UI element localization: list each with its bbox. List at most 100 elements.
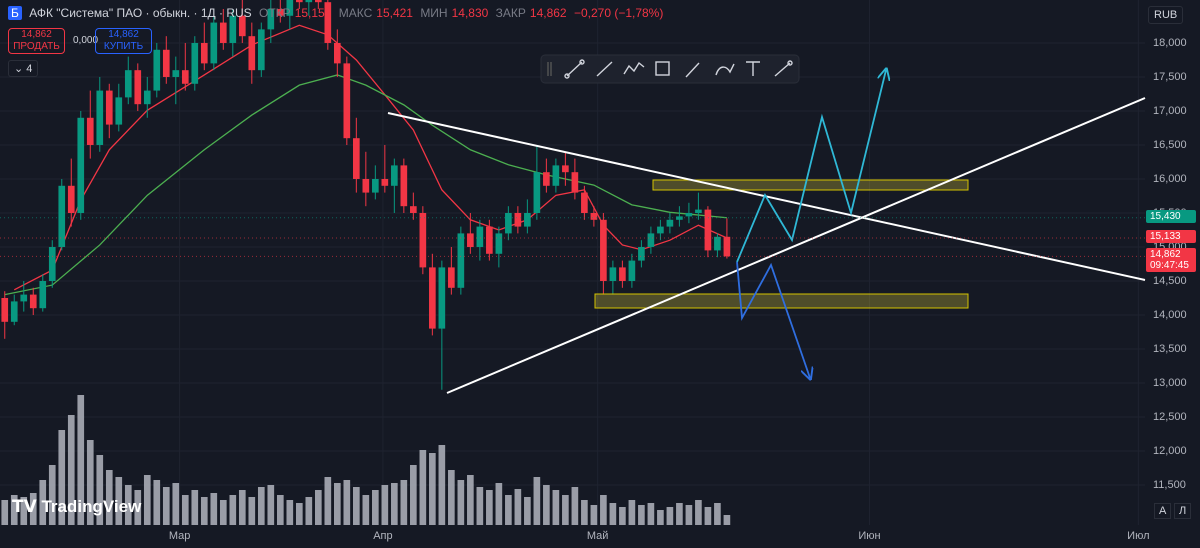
logo: 𝗧𝗩 TradingView — [12, 497, 142, 516]
tool-measure[interactable] — [774, 62, 791, 77]
ohlc-label: ЗАКР — [495, 6, 526, 20]
candle-body — [143, 90, 151, 105]
buy-label: КУПИТЬ — [103, 41, 144, 52]
candle-body — [219, 22, 227, 43]
candle-body — [590, 212, 598, 220]
volume-bar — [105, 470, 113, 525]
volume-bar — [543, 485, 550, 525]
candle-body — [695, 209, 702, 213]
buy-price: 14,862 — [108, 29, 139, 40]
volume-bar — [134, 490, 142, 525]
volume-bar — [77, 395, 85, 525]
volume-bar — [372, 490, 379, 525]
candle-body — [400, 165, 408, 207]
volume-bar — [86, 440, 94, 525]
candle-body — [86, 117, 94, 145]
volume-bar — [48, 465, 56, 525]
x-tick-label: Май — [587, 530, 609, 542]
candle-body — [134, 70, 142, 105]
volume-bar — [20, 497, 28, 525]
volume-bar — [524, 497, 531, 525]
volume-bar — [1, 500, 9, 525]
candle-body — [685, 212, 693, 217]
candle-body — [172, 70, 180, 77]
candle-body — [58, 185, 66, 247]
y-tick-label: 13,000 — [1153, 377, 1187, 389]
candle-body — [238, 15, 246, 37]
bear-path[interactable] — [736, 261, 810, 378]
candle-body — [353, 138, 360, 179]
candle-body — [609, 267, 617, 281]
candle-body — [343, 63, 351, 139]
volume-bar — [162, 487, 170, 525]
volume-bar — [124, 485, 132, 525]
sell-button[interactable]: 14,862 ПРОДАТЬ — [8, 28, 65, 54]
volume-bar — [58, 430, 66, 525]
candle-body — [533, 172, 541, 213]
y-tick-label: 11,500 — [1153, 479, 1186, 491]
currency[interactable]: RUB — [1148, 6, 1184, 24]
trend-line[interactable] — [446, 97, 1146, 394]
candle-body — [314, 0, 322, 3]
candle-body — [676, 216, 683, 220]
buy-button[interactable]: 14,862 КУПИТЬ — [95, 28, 152, 54]
tool-rect[interactable] — [655, 61, 670, 76]
y-tick-label: 16,000 — [1153, 173, 1187, 185]
candle-body — [39, 280, 47, 309]
volume-bar — [609, 503, 617, 525]
candle-body — [248, 36, 256, 71]
ohlc-label: ОТКР — [259, 6, 291, 20]
candle-body — [181, 70, 189, 84]
tool-pattern[interactable] — [623, 61, 645, 75]
candle-body — [20, 294, 28, 302]
price-badge-label: 15,430 — [1150, 210, 1181, 222]
candle-layer — [1, 0, 731, 390]
candle-body — [619, 267, 626, 281]
volume-bar — [571, 487, 579, 525]
volume-bar — [238, 490, 246, 525]
volume-bar — [695, 500, 702, 525]
candle-body — [77, 117, 85, 213]
y-tick-label: 12,000 — [1153, 445, 1187, 457]
tool-brush[interactable] — [685, 62, 700, 78]
grip[interactable] — [547, 62, 552, 76]
candle-body — [124, 70, 132, 98]
price-badge: 15,430 — [1146, 209, 1196, 223]
volume-bar — [505, 495, 512, 525]
tool-line[interactable] — [566, 61, 583, 77]
volume-bar — [486, 490, 493, 525]
volume-bar — [96, 455, 104, 525]
log-scale[interactable]: Л — [1174, 503, 1192, 519]
volume-bar — [467, 475, 474, 525]
candle-body — [552, 165, 560, 186]
candle-body — [704, 209, 712, 251]
volume-bar — [248, 497, 256, 525]
candle-body — [467, 233, 474, 247]
volume-bar — [657, 510, 664, 525]
volume-bar — [229, 495, 237, 525]
price-badge: 15,133 — [1146, 229, 1196, 243]
bull-path[interactable] — [736, 70, 886, 263]
symbol-title[interactable]: АФК "Система" ПАО · обыкн. · 1Д · RUS — [29, 6, 252, 20]
ohlc-value: 15,421 — [376, 6, 413, 20]
tool-ray[interactable] — [596, 61, 613, 77]
candle-body — [210, 22, 218, 64]
candle-body — [324, 2, 332, 43]
tool-curve[interactable] — [715, 63, 735, 76]
candle-body — [305, 0, 313, 3]
tool-text[interactable] — [746, 61, 760, 76]
candle-body — [391, 165, 398, 186]
candle-body — [647, 233, 655, 247]
auto-scale[interactable]: A — [1154, 503, 1172, 519]
volume-bar — [638, 505, 645, 525]
candle-body — [543, 172, 550, 186]
y-tick-label: 17,500 — [1153, 71, 1187, 83]
indicators-toggle[interactable]: ⌄ 4 — [8, 60, 39, 77]
candle-body — [486, 226, 493, 254]
resistance-zone[interactable] — [652, 179, 969, 191]
volume-bar — [381, 485, 389, 525]
spread: 0,000 — [73, 35, 99, 46]
candle-body — [438, 267, 446, 329]
volume-layer — [1, 395, 731, 525]
